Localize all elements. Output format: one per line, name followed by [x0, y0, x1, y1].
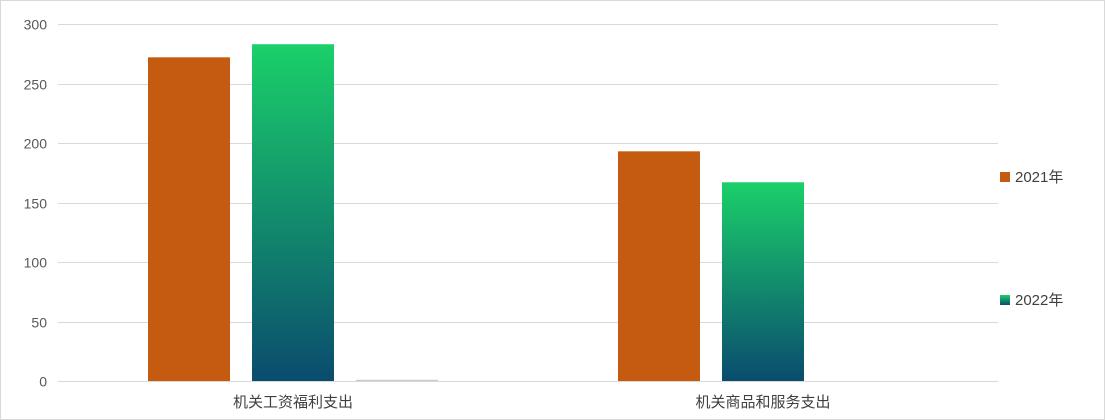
legend-label: 2021年	[1015, 169, 1063, 186]
legend-item: 2022年	[1000, 292, 1063, 309]
x-axis-labels: 机关工资福利支出 机关商品和服务支出	[233, 394, 831, 411]
y-tick-label: 250	[24, 77, 48, 93]
bar-2021年-机关商品和服务支出	[618, 151, 700, 381]
y-tick-label: 100	[24, 255, 48, 271]
bar-2021年-机关工资福利支出	[148, 57, 230, 381]
bar-series-2-机关工资福利支出	[356, 379, 438, 381]
legend-item: 2021年	[1000, 169, 1063, 186]
y-tick-label: 50	[31, 315, 47, 331]
y-tick-label: 200	[24, 136, 48, 152]
y-tick-label: 300	[24, 17, 48, 33]
x-category-label: 机关工资福利支出	[233, 394, 353, 411]
bar-2022年-机关商品和服务支出	[722, 182, 804, 381]
y-tick-label: 150	[24, 196, 48, 212]
bar-2022年-机关工资福利支出	[252, 44, 334, 381]
x-category-label: 机关商品和服务支出	[695, 394, 830, 411]
legend-swatch	[1000, 172, 1010, 182]
y-axis-ticks: 0 50 100 150 200 250 300	[24, 17, 48, 390]
y-tick-label: 0	[39, 374, 47, 390]
legend-label: 2022年	[1015, 292, 1063, 309]
legend-swatch	[1000, 295, 1010, 305]
bars	[148, 44, 804, 381]
legend: 2021年 2022年	[1000, 169, 1063, 309]
